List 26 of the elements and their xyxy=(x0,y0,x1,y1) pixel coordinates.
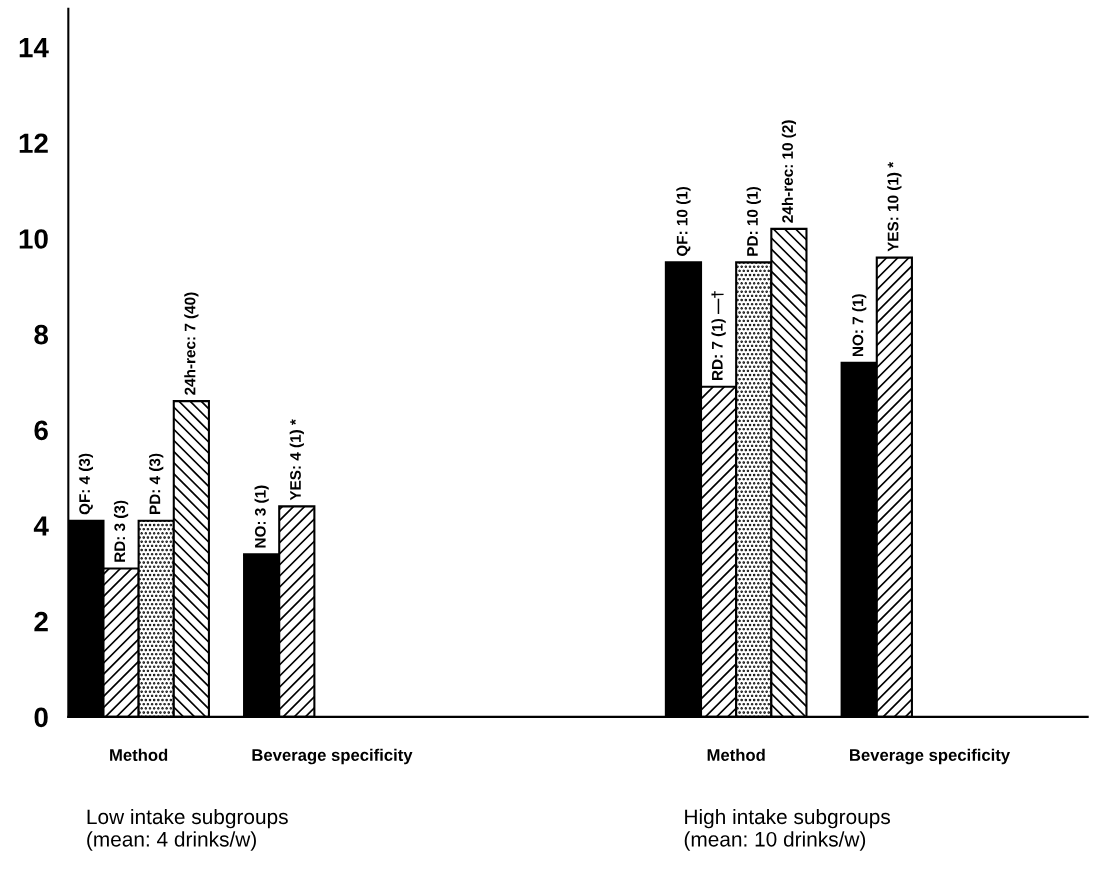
data-label: NO: 7 (1) xyxy=(852,294,867,357)
data-label: QF: 10 (1) xyxy=(676,186,691,257)
y-tick-label: 14 xyxy=(19,38,49,58)
data-label: 24h-rec: 10 (2) xyxy=(781,120,797,223)
data-label: RD: 7 (1) —† xyxy=(711,291,726,381)
text: Low intake subgroups (mean: 4 drinks/w) xyxy=(87,808,288,851)
y-tick-label: 10 xyxy=(19,229,48,249)
data-label: YES: 10 (1) * xyxy=(887,161,902,252)
y-tick-label: 0 xyxy=(34,707,48,728)
data-label: RD: 3 (3) xyxy=(113,500,129,562)
data-label: 24h-rec: 7 (40) xyxy=(184,292,199,395)
y-tick-label: 2 xyxy=(34,611,48,632)
text: Method xyxy=(110,748,168,761)
text: High intake subgroups (mean: 10 drinks/w) xyxy=(684,808,890,851)
data-label: PD: 4 (3) xyxy=(149,453,164,514)
data-label: NO: 3 (1) xyxy=(254,485,269,548)
y-tick-label: 12 xyxy=(19,133,48,153)
text: Method xyxy=(707,748,765,761)
text: Beverage specificity xyxy=(850,748,1011,765)
data-label: QF: 4 (3) xyxy=(78,453,94,515)
data-label: YES: 4 (1) * xyxy=(289,419,304,501)
data-label: PD: 10 (1) xyxy=(746,186,761,256)
y-tick-label: 4 xyxy=(33,516,49,536)
y-tick-label: 8 xyxy=(34,324,49,345)
y-tick-label: 6 xyxy=(34,420,48,441)
text: Beverage specificity xyxy=(252,748,413,765)
